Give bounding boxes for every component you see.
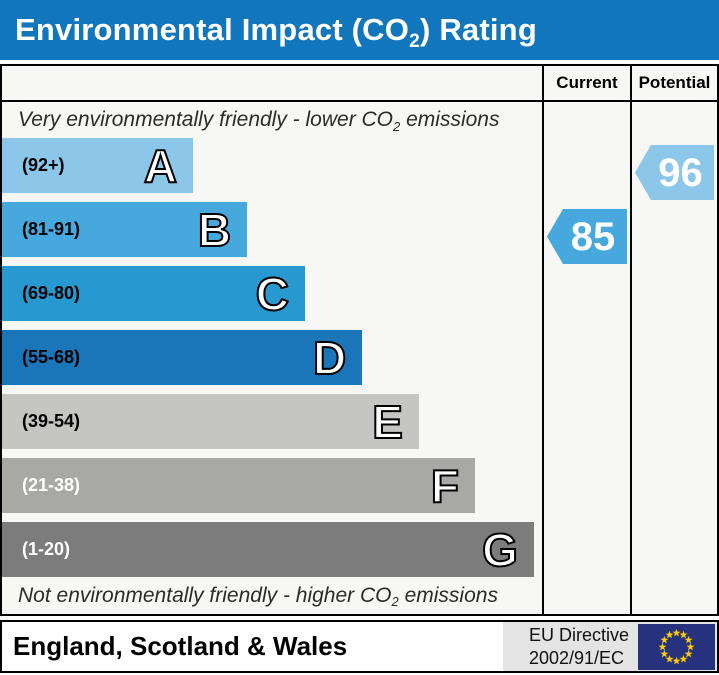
band-letter: B [197, 203, 232, 256]
footer: England, Scotland & Wales EU Directive 2… [0, 620, 719, 673]
band-range-label: (81-91) [22, 219, 81, 239]
band-letter: D [312, 331, 347, 384]
band-row-D: (55-68) D [2, 330, 542, 385]
current-rating-column: 85 [542, 102, 630, 614]
band-row-E: (39-54) E [2, 394, 542, 449]
column-header-potential: Potential [630, 66, 717, 102]
band-letter: E [371, 395, 404, 448]
region-label: England, Scotland & Wales [13, 631, 348, 661]
band-column: Very environmentally friendly - lower CO… [2, 102, 542, 614]
band-letter: G [481, 523, 519, 576]
band-range-label: (55-68) [22, 347, 81, 367]
band-bar-F: (21-38) F [2, 458, 476, 513]
potential-rating-arrow: 96 [635, 145, 714, 200]
band-bar-G: (1-20) G [2, 522, 534, 577]
column-header-current: Current [542, 66, 630, 102]
band-letter: C [255, 267, 290, 320]
band-letter: A [143, 139, 178, 192]
chart-frame: Current Potential Very environmentally f… [0, 64, 719, 616]
scale-label-top: Very environmentally friendly - lower CO… [18, 108, 500, 134]
band-range-label: (1-20) [22, 539, 71, 559]
current-rating-value: 85 [570, 214, 616, 259]
band-list: (92+) A (81-91) B (69-80) C (55-68) D (39-54) E (2… [2, 138, 542, 577]
band-letter: F [430, 459, 460, 512]
band-bar-D: (55-68) D [2, 330, 363, 385]
band-bar-E: (39-54) E [2, 394, 419, 449]
band-bar-C: (69-80) C [2, 266, 305, 321]
band-row-G: (1-20) G [2, 522, 542, 577]
band-row-C: (69-80) C [2, 266, 542, 321]
band-range-label: (69-80) [22, 283, 81, 303]
page-title: Environmental Impact (CO2) Rating [0, 0, 719, 60]
header-spacer [2, 66, 542, 102]
band-row-B: (81-91) B [2, 202, 542, 257]
eu-directive-line1: EU Directive [528, 625, 629, 645]
band-range-label: (21-38) [22, 475, 81, 495]
band-bar-B: (81-91) B [2, 202, 248, 257]
potential-rating-value: 96 [658, 150, 703, 195]
current-rating-arrow: 85 [547, 209, 627, 264]
band-range-label: (39-54) [22, 411, 81, 431]
band-row-A: (92+) A [2, 138, 542, 193]
band-bar-A: (92+) A [2, 138, 194, 193]
eu-flag-icon [638, 623, 715, 670]
page-title-text: Environmental Impact (CO2) Rating [15, 12, 537, 52]
band-row-F: (21-38) F [2, 458, 542, 513]
scale-label-bottom: Not environmentally friendly - higher CO… [18, 583, 498, 610]
eu-directive-line2: 2002/91/EC [528, 647, 625, 668]
eu-directive-panel: EU Directive 2002/91/EC [503, 622, 717, 671]
potential-rating-column: 96 [630, 102, 717, 614]
eu-directive-label: EU Directive 2002/91/EC [529, 624, 629, 669]
band-range-label: (92+) [22, 155, 65, 175]
